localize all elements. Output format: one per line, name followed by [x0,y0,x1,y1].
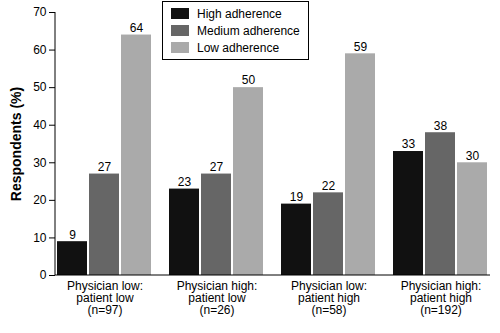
svg-text:Respondents (%): Respondents (%) [8,87,24,201]
svg-text:9: 9 [69,228,76,242]
svg-text:64: 64 [130,21,144,35]
svg-text:50: 50 [242,73,256,87]
svg-text:Physician low:patient high(n=5: Physician low:patient high(n=58) [291,279,367,317]
svg-text:19: 19 [290,190,304,204]
svg-text:60: 60 [33,43,47,57]
html-text:Medium adherence: Medium adherence [197,23,300,38]
svg-text:Physician high:patient low(n=2: Physician high:patient low(n=26) [177,279,258,317]
svg-text:33: 33 [402,137,416,151]
svg-text:30: 30 [33,156,47,170]
svg-text:23: 23 [178,175,192,189]
svg-text:10: 10 [33,231,47,245]
svg-text:27: 27 [210,160,224,174]
svg-text:Physician low:patient low(n=97: Physician low:patient low(n=97) [67,279,143,317]
svg-text:59: 59 [354,40,368,54]
svg-text:70: 70 [33,5,47,19]
svg-text:0: 0 [40,268,47,282]
svg-text:40: 40 [33,118,47,132]
html-text:Low adherence: Low adherence [197,40,280,55]
svg-text:27: 27 [98,160,112,174]
svg-text:Physician high:patient high(n=: Physician high:patient high(n=192) [401,279,482,317]
svg-text:50: 50 [33,80,47,94]
svg-text:38: 38 [434,119,448,133]
html-text:High adherence: High adherence [197,6,282,21]
svg-text:30: 30 [466,149,480,163]
svg-text:22: 22 [322,179,336,193]
svg-text:20: 20 [33,193,47,207]
